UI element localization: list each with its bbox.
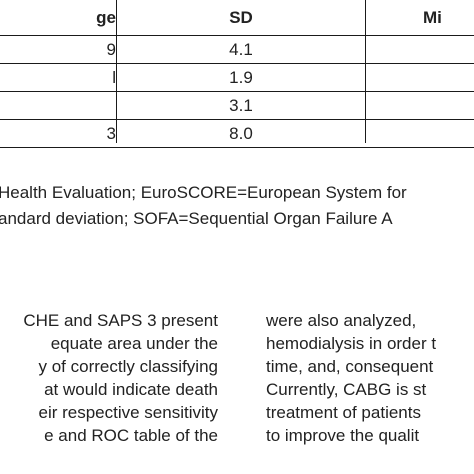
text-line: Currently, CABG is st: [266, 380, 427, 399]
table-cell: [366, 120, 474, 147]
left-text-column: CHE and SAPS 3 present equate area under…: [0, 309, 218, 447]
table-cell: [0, 92, 116, 119]
text-line: CHE and SAPS 3 present: [23, 311, 218, 330]
text-line: equate area under the: [50, 334, 218, 353]
table-row: 9 4.1: [0, 36, 474, 64]
table-cell: 9: [106, 39, 116, 59]
table-cell-sd: 8.0: [229, 123, 253, 143]
column-divider: [365, 0, 366, 143]
table-row: l 1.9: [0, 64, 474, 92]
text-line: at would indicate death: [44, 380, 218, 399]
table-row: 3 8.0: [0, 120, 474, 148]
table-header-row: ge SD Mi: [0, 0, 474, 36]
table-footnote: Health Evaluation; EuroSCORE=European Sy…: [0, 180, 407, 232]
table-cell: [366, 92, 474, 119]
text-line: y of correctly classifying: [38, 357, 219, 376]
table-cell: l: [112, 67, 116, 87]
table-cell-sd: 4.1: [229, 39, 253, 59]
footnote-line: Health Evaluation; EuroSCORE=European Sy…: [0, 183, 407, 202]
results-table: ge SD Mi 9 4.1 l 1.9 3.1 3 8.0: [0, 0, 474, 148]
header-cell-1: ge: [96, 7, 116, 27]
text-line: were also analyzed,: [266, 311, 417, 330]
table-cell-sd: 1.9: [229, 67, 253, 87]
header-cell-3: Mi: [423, 7, 442, 27]
header-cell-sd: SD: [229, 7, 253, 27]
text-line: time, and, consequent: [266, 357, 434, 376]
text-line: e and ROC table of the: [44, 426, 218, 445]
table-cell: 3: [106, 123, 116, 143]
table-cell: [366, 36, 474, 63]
column-divider: [116, 0, 117, 143]
text-line: eir respective sensitivity: [38, 403, 218, 422]
right-text-column: were also analyzed, hemodialysis in orde…: [266, 309, 474, 447]
footnote-line: andard deviation; SOFA=Sequential Organ …: [0, 209, 393, 228]
table-cell-sd: 3.1: [229, 95, 253, 115]
table-row: 3.1: [0, 92, 474, 120]
text-line: to improve the qualit: [266, 426, 420, 445]
text-line: treatment of patients: [266, 403, 421, 422]
table-cell: [366, 64, 474, 91]
text-line: hemodialysis in order t: [266, 334, 437, 353]
